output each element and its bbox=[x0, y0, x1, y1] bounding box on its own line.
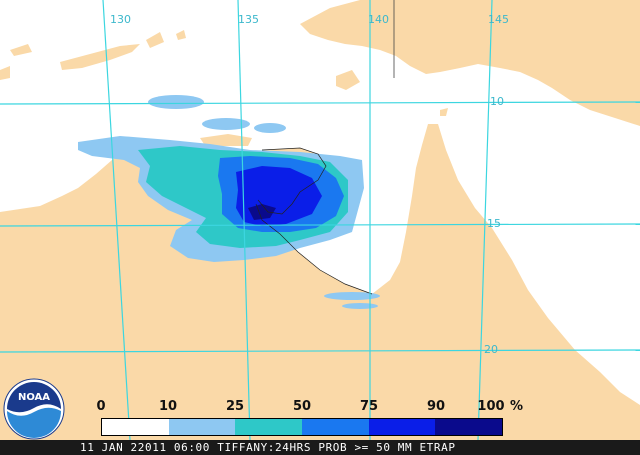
lat-label-10: 10 bbox=[490, 95, 504, 108]
legend-swatch-90-100 bbox=[435, 419, 503, 435]
footer-caption: 11 JAN 22011 06:00 TIFFANY:24HRS PROB >=… bbox=[80, 441, 456, 454]
lon-label-130: 130 bbox=[110, 13, 131, 26]
parallel-10 bbox=[0, 101, 640, 105]
legend-swatch-75-90 bbox=[368, 419, 436, 435]
lon-label-140: 140 bbox=[368, 13, 389, 26]
parallel-15 bbox=[0, 223, 640, 227]
noaa-logo-icon: NOAA bbox=[3, 378, 65, 440]
timor-island bbox=[60, 44, 140, 70]
prob-band-90-100 bbox=[248, 204, 276, 220]
prob-blob-d bbox=[324, 292, 380, 300]
melville-island bbox=[200, 134, 252, 146]
prob-blob-e bbox=[342, 303, 378, 309]
legend-unit: % bbox=[510, 399, 524, 414]
legend-swatch-50-75 bbox=[302, 419, 369, 435]
small-island-1 bbox=[146, 32, 164, 48]
legend-tick-50: 50 bbox=[292, 399, 312, 414]
small-island-3 bbox=[176, 30, 186, 40]
gulf-coast bbox=[255, 203, 373, 295]
graticule bbox=[0, 0, 640, 440]
meridian-145 bbox=[477, 0, 493, 440]
prob-blob-c bbox=[254, 123, 286, 133]
lon-label-145: 145 bbox=[488, 13, 509, 26]
small-island-4 bbox=[0, 66, 10, 80]
legend-tick-90: 90 bbox=[426, 399, 446, 414]
logo-text: NOAA bbox=[18, 392, 50, 403]
aru-islands bbox=[336, 70, 360, 90]
parallel-20 bbox=[0, 349, 640, 353]
lat-label-20: 20 bbox=[484, 343, 498, 356]
legend-color-bar bbox=[101, 418, 503, 436]
legend-tick-75: 75 bbox=[359, 399, 379, 414]
lat-label-15: 15 bbox=[487, 217, 501, 230]
small-island-2 bbox=[10, 44, 32, 56]
top-end-coast bbox=[257, 147, 327, 215]
legend-swatch-10-25 bbox=[168, 419, 236, 435]
cape-york-islet bbox=[440, 108, 448, 116]
prob-blob-b bbox=[202, 118, 250, 130]
new-guinea bbox=[300, 0, 640, 126]
legend-tick-100: 100 bbox=[477, 399, 505, 414]
prob-blob-a bbox=[148, 95, 204, 109]
meridian-130 bbox=[102, 0, 131, 440]
footer-bar: 11 JAN 22011 06:00 TIFFANY:24HRS PROB >=… bbox=[0, 440, 640, 455]
legend-tick-0: 0 bbox=[96, 399, 106, 414]
map-canvas bbox=[0, 0, 640, 440]
meridian-135 bbox=[237, 0, 251, 440]
legend-tick-25: 25 bbox=[225, 399, 245, 414]
legend-swatch-25-50 bbox=[235, 419, 303, 435]
coastline-overlay bbox=[255, 147, 373, 295]
legend-tick-10: 10 bbox=[158, 399, 178, 414]
lon-label-135: 135 bbox=[238, 13, 259, 26]
legend-swatch-0-10 bbox=[102, 419, 169, 435]
